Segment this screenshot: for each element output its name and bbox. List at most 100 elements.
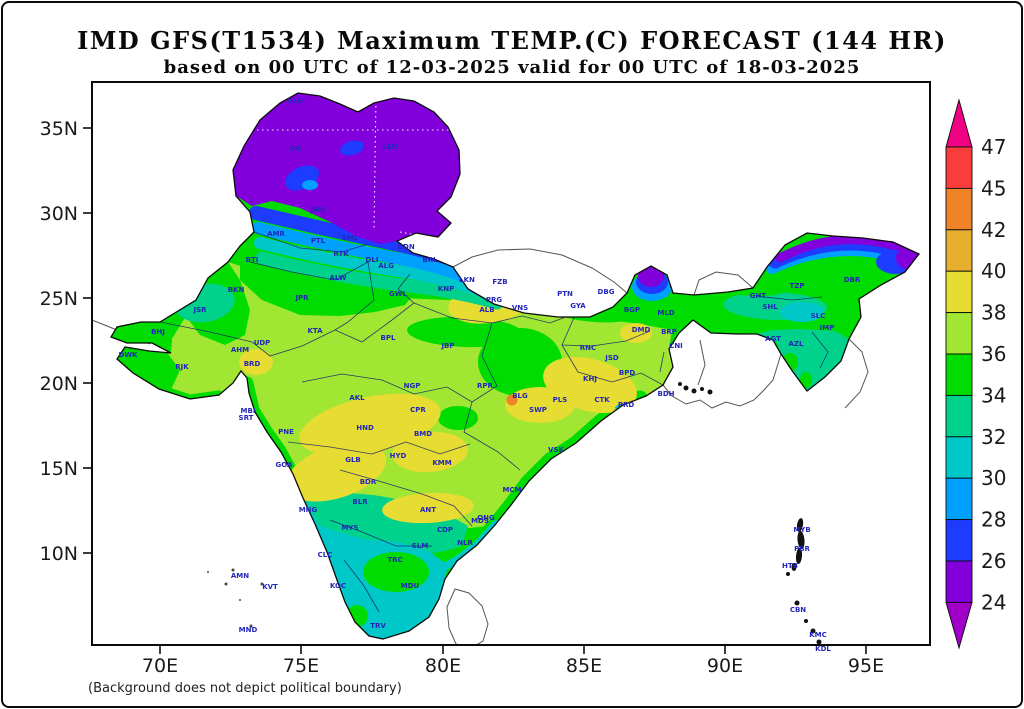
colorbar-arrow-above-max <box>945 98 973 148</box>
station-label: DBR <box>844 276 861 284</box>
lakshadweep-islet4 <box>239 599 241 601</box>
india-boundary <box>110 92 921 640</box>
station-label: BRL <box>422 256 438 264</box>
station-label: BDR <box>360 478 377 486</box>
station-label: AGT <box>765 335 781 343</box>
neighbor-outlines <box>93 248 869 644</box>
dotted-grid-diagonal <box>399 231 463 245</box>
fill-30-32-east-assam <box>780 302 824 322</box>
x-tick-label: 75E <box>283 655 319 677</box>
station-label: SML <box>342 234 359 242</box>
station-label: GYA <box>570 302 586 310</box>
station-label: DBG <box>598 288 615 296</box>
y-tick-label: 35N <box>40 118 78 140</box>
station-label: CNI <box>669 342 683 350</box>
fill-38-40-gujarat <box>239 349 273 375</box>
station-label: SLC <box>811 312 826 320</box>
station-label: BRD <box>244 360 261 368</box>
station-label: BPD <box>619 369 635 377</box>
station-label: BTI <box>246 256 259 264</box>
station-label: BKN <box>228 286 245 294</box>
station-label: BRP <box>661 328 677 336</box>
x-tick-label: 90E <box>707 655 743 677</box>
bhutan-outline <box>693 271 754 296</box>
station-label: MYB <box>793 526 810 534</box>
station-label: SRT <box>239 414 254 422</box>
station-label: VSK <box>548 446 564 454</box>
y-tick-label: 15N <box>40 458 78 480</box>
x-tick-label: 95E <box>848 655 884 677</box>
little-andaman-island <box>791 563 797 571</box>
station-label: MDU <box>401 582 420 590</box>
station-label: BLG <box>512 392 528 400</box>
station-label: CTK <box>594 396 610 404</box>
station-label: AZL <box>789 340 804 348</box>
station-label: PTL <box>311 237 326 245</box>
station-label: SRI <box>289 145 302 153</box>
fill-green-tn-interior <box>363 552 429 592</box>
fill-38-40-rayalaseema <box>382 492 474 524</box>
station-label: HTB <box>782 562 798 570</box>
station-label: TRV <box>370 622 386 630</box>
station-label: BHJ <box>151 328 165 336</box>
station-label: JMU <box>309 206 326 214</box>
station-label: AMN <box>231 572 249 580</box>
station-label: RNC <box>580 344 596 352</box>
andaman-north-island <box>796 518 804 532</box>
fill-green-chhattisgarh <box>478 328 562 396</box>
lakshadweep-islet2 <box>224 582 228 586</box>
colorbar-segment <box>945 187 973 231</box>
fill-38-40-telangana <box>392 431 468 473</box>
figure-subtitle: based on 00 UTC of 12-03-2025 valid for … <box>163 57 861 78</box>
station-label: HND <box>356 424 374 432</box>
colorbar-label: 47 <box>981 135 1006 159</box>
colorbar-segment <box>945 312 973 355</box>
colorbar-label: 24 <box>981 590 1006 614</box>
station-label: BLR <box>352 498 368 506</box>
fill-38-40-dhanbad <box>620 323 652 343</box>
station-label: MND <box>239 626 258 634</box>
fill-40-42-spot <box>506 394 518 406</box>
figure-title: IMD GFS(T1534) Maximum TEMP.(C) FORECAST… <box>77 26 947 55</box>
fill-24-26-sikkim <box>638 265 664 287</box>
station-label: RPR <box>477 382 494 390</box>
station-label: BMD <box>414 430 432 438</box>
station-label: PRD <box>618 401 635 409</box>
bangladesh-river <box>697 339 706 386</box>
plot-frame <box>91 81 931 646</box>
station-label: KMM <box>432 459 451 467</box>
station-label: ALB <box>479 306 494 314</box>
colorbar-segment <box>945 394 973 438</box>
colorbar-arrow-below-min <box>945 601 973 650</box>
sundarbans-speck4 <box>707 389 713 395</box>
station-label: PNE <box>278 428 294 436</box>
colorbar-segment <box>945 270 973 314</box>
station-label: VNS <box>512 304 528 312</box>
band-32-34-himalaya <box>255 251 504 310</box>
station-label: BPL <box>381 334 396 342</box>
station-label: KNP <box>438 285 454 293</box>
station-label: BDH <box>657 390 674 398</box>
y-tick-label: 20N <box>40 373 78 395</box>
station-label: RTK <box>333 250 349 258</box>
colorbar-segment <box>945 229 973 272</box>
myanmar-outline <box>844 338 869 409</box>
temperature-shading <box>111 93 919 639</box>
station-label: CBN <box>790 606 806 614</box>
y-axis: 35N 30N 25N 20N 15N 10N <box>40 118 92 565</box>
colorbar-segment <box>945 436 973 479</box>
station-label: MCM <box>502 486 521 494</box>
sundarbans-speck2 <box>691 388 697 394</box>
station-label: CLC <box>318 551 333 559</box>
nicobar-island <box>810 628 816 634</box>
sundarbans-speck <box>683 385 689 391</box>
fill-green-mizoram-south <box>800 372 812 388</box>
lakshadweep-islands <box>207 568 264 628</box>
x-tick-label: 80E <box>425 655 461 677</box>
station-label: LEH <box>382 143 397 151</box>
station-label: TZP <box>790 282 805 290</box>
station-label: JPR <box>294 294 309 302</box>
station-label: SLM <box>412 542 429 550</box>
station-label: PBR <box>794 545 810 553</box>
